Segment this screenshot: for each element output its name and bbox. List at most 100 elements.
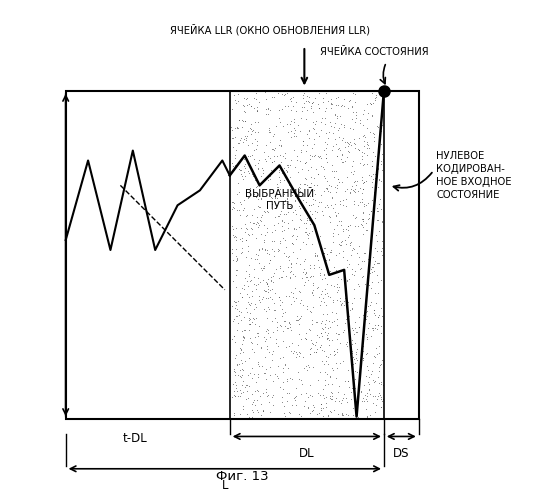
- Point: [264, 250, 273, 258]
- Point: [287, 258, 296, 266]
- Point: [363, 255, 372, 263]
- Point: [239, 334, 248, 342]
- Point: [266, 174, 275, 182]
- Point: [246, 218, 255, 226]
- Point: [334, 396, 343, 404]
- Point: [358, 347, 367, 355]
- Point: [292, 312, 301, 320]
- Point: [320, 202, 329, 210]
- Point: [263, 249, 272, 257]
- Point: [349, 170, 358, 178]
- Point: [244, 141, 253, 149]
- Point: [233, 90, 242, 98]
- Point: [323, 268, 331, 276]
- Point: [316, 296, 325, 304]
- Point: [356, 362, 365, 370]
- Point: [356, 362, 364, 370]
- Point: [275, 172, 284, 180]
- Point: [320, 114, 329, 122]
- Point: [339, 411, 348, 419]
- Point: [371, 244, 380, 252]
- Point: [325, 324, 334, 332]
- Point: [297, 114, 306, 122]
- Point: [320, 320, 329, 328]
- Point: [273, 247, 282, 255]
- Point: [259, 262, 268, 270]
- Point: [350, 188, 359, 196]
- Point: [287, 326, 296, 334]
- Point: [263, 303, 272, 311]
- Point: [330, 348, 339, 356]
- Point: [328, 308, 337, 316]
- Point: [230, 154, 239, 162]
- Point: [230, 166, 239, 174]
- Point: [238, 332, 247, 340]
- Point: [249, 408, 258, 416]
- Point: [302, 130, 311, 138]
- Point: [282, 397, 291, 405]
- Point: [350, 339, 359, 347]
- Point: [239, 405, 248, 413]
- Point: [269, 278, 278, 286]
- Point: [260, 414, 269, 422]
- Point: [320, 248, 329, 256]
- Point: [352, 328, 361, 336]
- Point: [357, 388, 366, 396]
- Point: [281, 148, 290, 156]
- Point: [305, 206, 314, 214]
- Point: [283, 102, 292, 110]
- Point: [324, 324, 333, 332]
- Point: [347, 350, 356, 358]
- Point: [349, 244, 358, 252]
- Point: [339, 357, 348, 365]
- Point: [299, 353, 307, 361]
- Point: [333, 410, 342, 418]
- Point: [324, 380, 333, 388]
- Point: [292, 210, 301, 218]
- Point: [243, 372, 252, 380]
- Point: [240, 382, 249, 390]
- Point: [260, 246, 269, 254]
- Point: [283, 196, 292, 204]
- Point: [264, 305, 273, 313]
- Point: [359, 161, 368, 169]
- Point: [306, 173, 315, 181]
- Point: [322, 150, 331, 158]
- Point: [326, 96, 335, 104]
- Point: [349, 326, 358, 334]
- Point: [304, 96, 312, 104]
- Point: [281, 317, 290, 325]
- Point: [328, 364, 337, 372]
- Point: [339, 225, 348, 233]
- Point: [339, 226, 348, 234]
- Point: [348, 114, 357, 122]
- Point: [332, 152, 341, 160]
- Point: [373, 183, 382, 191]
- Point: [290, 129, 299, 137]
- Point: [308, 210, 317, 218]
- Point: [239, 366, 248, 374]
- Point: [280, 176, 288, 184]
- Point: [306, 200, 315, 208]
- Point: [268, 94, 277, 102]
- Point: [289, 240, 298, 248]
- Bar: [230, 91, 384, 419]
- Point: [317, 198, 326, 206]
- Point: [323, 200, 331, 208]
- Point: [247, 226, 256, 234]
- Point: [326, 182, 335, 190]
- Point: [259, 148, 268, 156]
- Point: [353, 411, 362, 419]
- Point: [229, 143, 238, 151]
- Point: [326, 282, 335, 290]
- Point: [233, 360, 241, 368]
- Point: [233, 387, 241, 395]
- Point: [278, 393, 287, 401]
- Point: [302, 268, 311, 276]
- Point: [276, 118, 285, 126]
- Point: [347, 162, 356, 170]
- Point: [243, 282, 252, 290]
- Point: [366, 244, 375, 252]
- Point: [291, 206, 300, 214]
- Point: [247, 102, 255, 110]
